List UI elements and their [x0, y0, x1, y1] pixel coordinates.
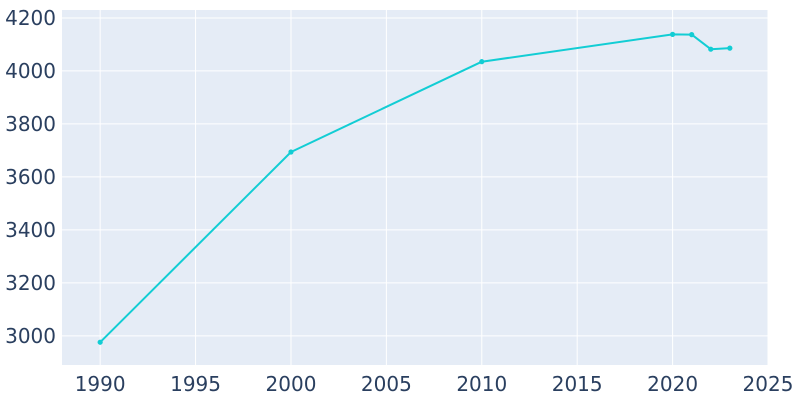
x-tick-label: 2015 [552, 372, 603, 396]
data-point [689, 32, 695, 38]
y-tick-label: 3800 [5, 112, 56, 136]
plot-area [62, 10, 768, 365]
y-tick-label: 3000 [5, 324, 56, 348]
x-tick-label: 2005 [361, 372, 412, 396]
y-tick-label: 3600 [5, 165, 56, 189]
grid [62, 10, 769, 365]
y-tick-label: 3400 [5, 218, 56, 242]
y-tick-label: 4000 [5, 59, 56, 83]
data-point [288, 149, 294, 155]
data-point [97, 339, 103, 345]
x-tick-label: 1995 [170, 372, 221, 396]
x-tick-label: 2000 [266, 372, 317, 396]
y-tick-label: 3200 [5, 271, 56, 295]
x-tick-label: 2010 [456, 372, 507, 396]
x-tick-label: 1990 [75, 372, 126, 396]
x-axis-ticks: 1990 1995 2000 2005 2010 2015 2020 2025 [75, 372, 794, 396]
y-tick-label: 4200 [5, 6, 56, 30]
x-tick-label: 2025 [743, 372, 794, 396]
data-point [669, 31, 676, 37]
y-axis-ticks: 3000 3200 3400 3600 3800 4000 4200 [5, 6, 56, 348]
data-point [479, 59, 485, 65]
data-point [708, 46, 714, 52]
x-tick-label: 2020 [647, 372, 698, 396]
data-point [727, 45, 733, 51]
series-layer [97, 31, 733, 345]
